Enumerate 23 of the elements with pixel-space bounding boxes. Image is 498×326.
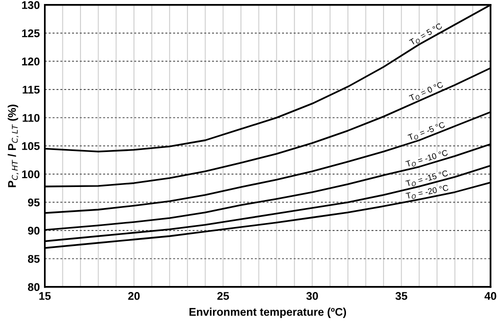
x-tick-label: 25 — [217, 292, 229, 300]
text: T$_{O}$ = -5 °C — [408, 122, 446, 142]
y-tick-label: 100 — [22, 170, 40, 178]
x-tick-label: 35 — [395, 292, 408, 300]
x-axis-title: Environment temperature (ºC) — [190, 308, 346, 318]
y-tick-label: 110 — [22, 114, 40, 122]
text: T$_{O}$ = -10 °C — [405, 150, 448, 168]
x-tick-label: 20 — [128, 292, 140, 300]
y-tick-label: 120 — [22, 58, 40, 66]
y-tick-label: 115 — [22, 86, 40, 94]
y-tick-label: 90 — [28, 226, 40, 235]
x-tick-label: 30 — [306, 292, 318, 300]
y-tick-label: 125 — [22, 29, 40, 38]
x-tick-label: 15 — [39, 292, 51, 300]
y-tick-label: 95 — [28, 198, 40, 206]
y-tick-label: 80 — [28, 283, 40, 292]
y-tick-label: 130 — [22, 1, 40, 10]
y-axis-title: P$_{C,HT}$ / P$_{C,LT}$ (%) — [8, 104, 19, 188]
x-tick-label: 40 — [484, 292, 496, 300]
text: T$_{O}$ = 0 °C — [408, 81, 444, 102]
y-tick-label: 105 — [22, 142, 40, 150]
y-tick-label: 85 — [28, 254, 40, 263]
text: T$_{O}$ = 5 °C — [408, 22, 444, 47]
